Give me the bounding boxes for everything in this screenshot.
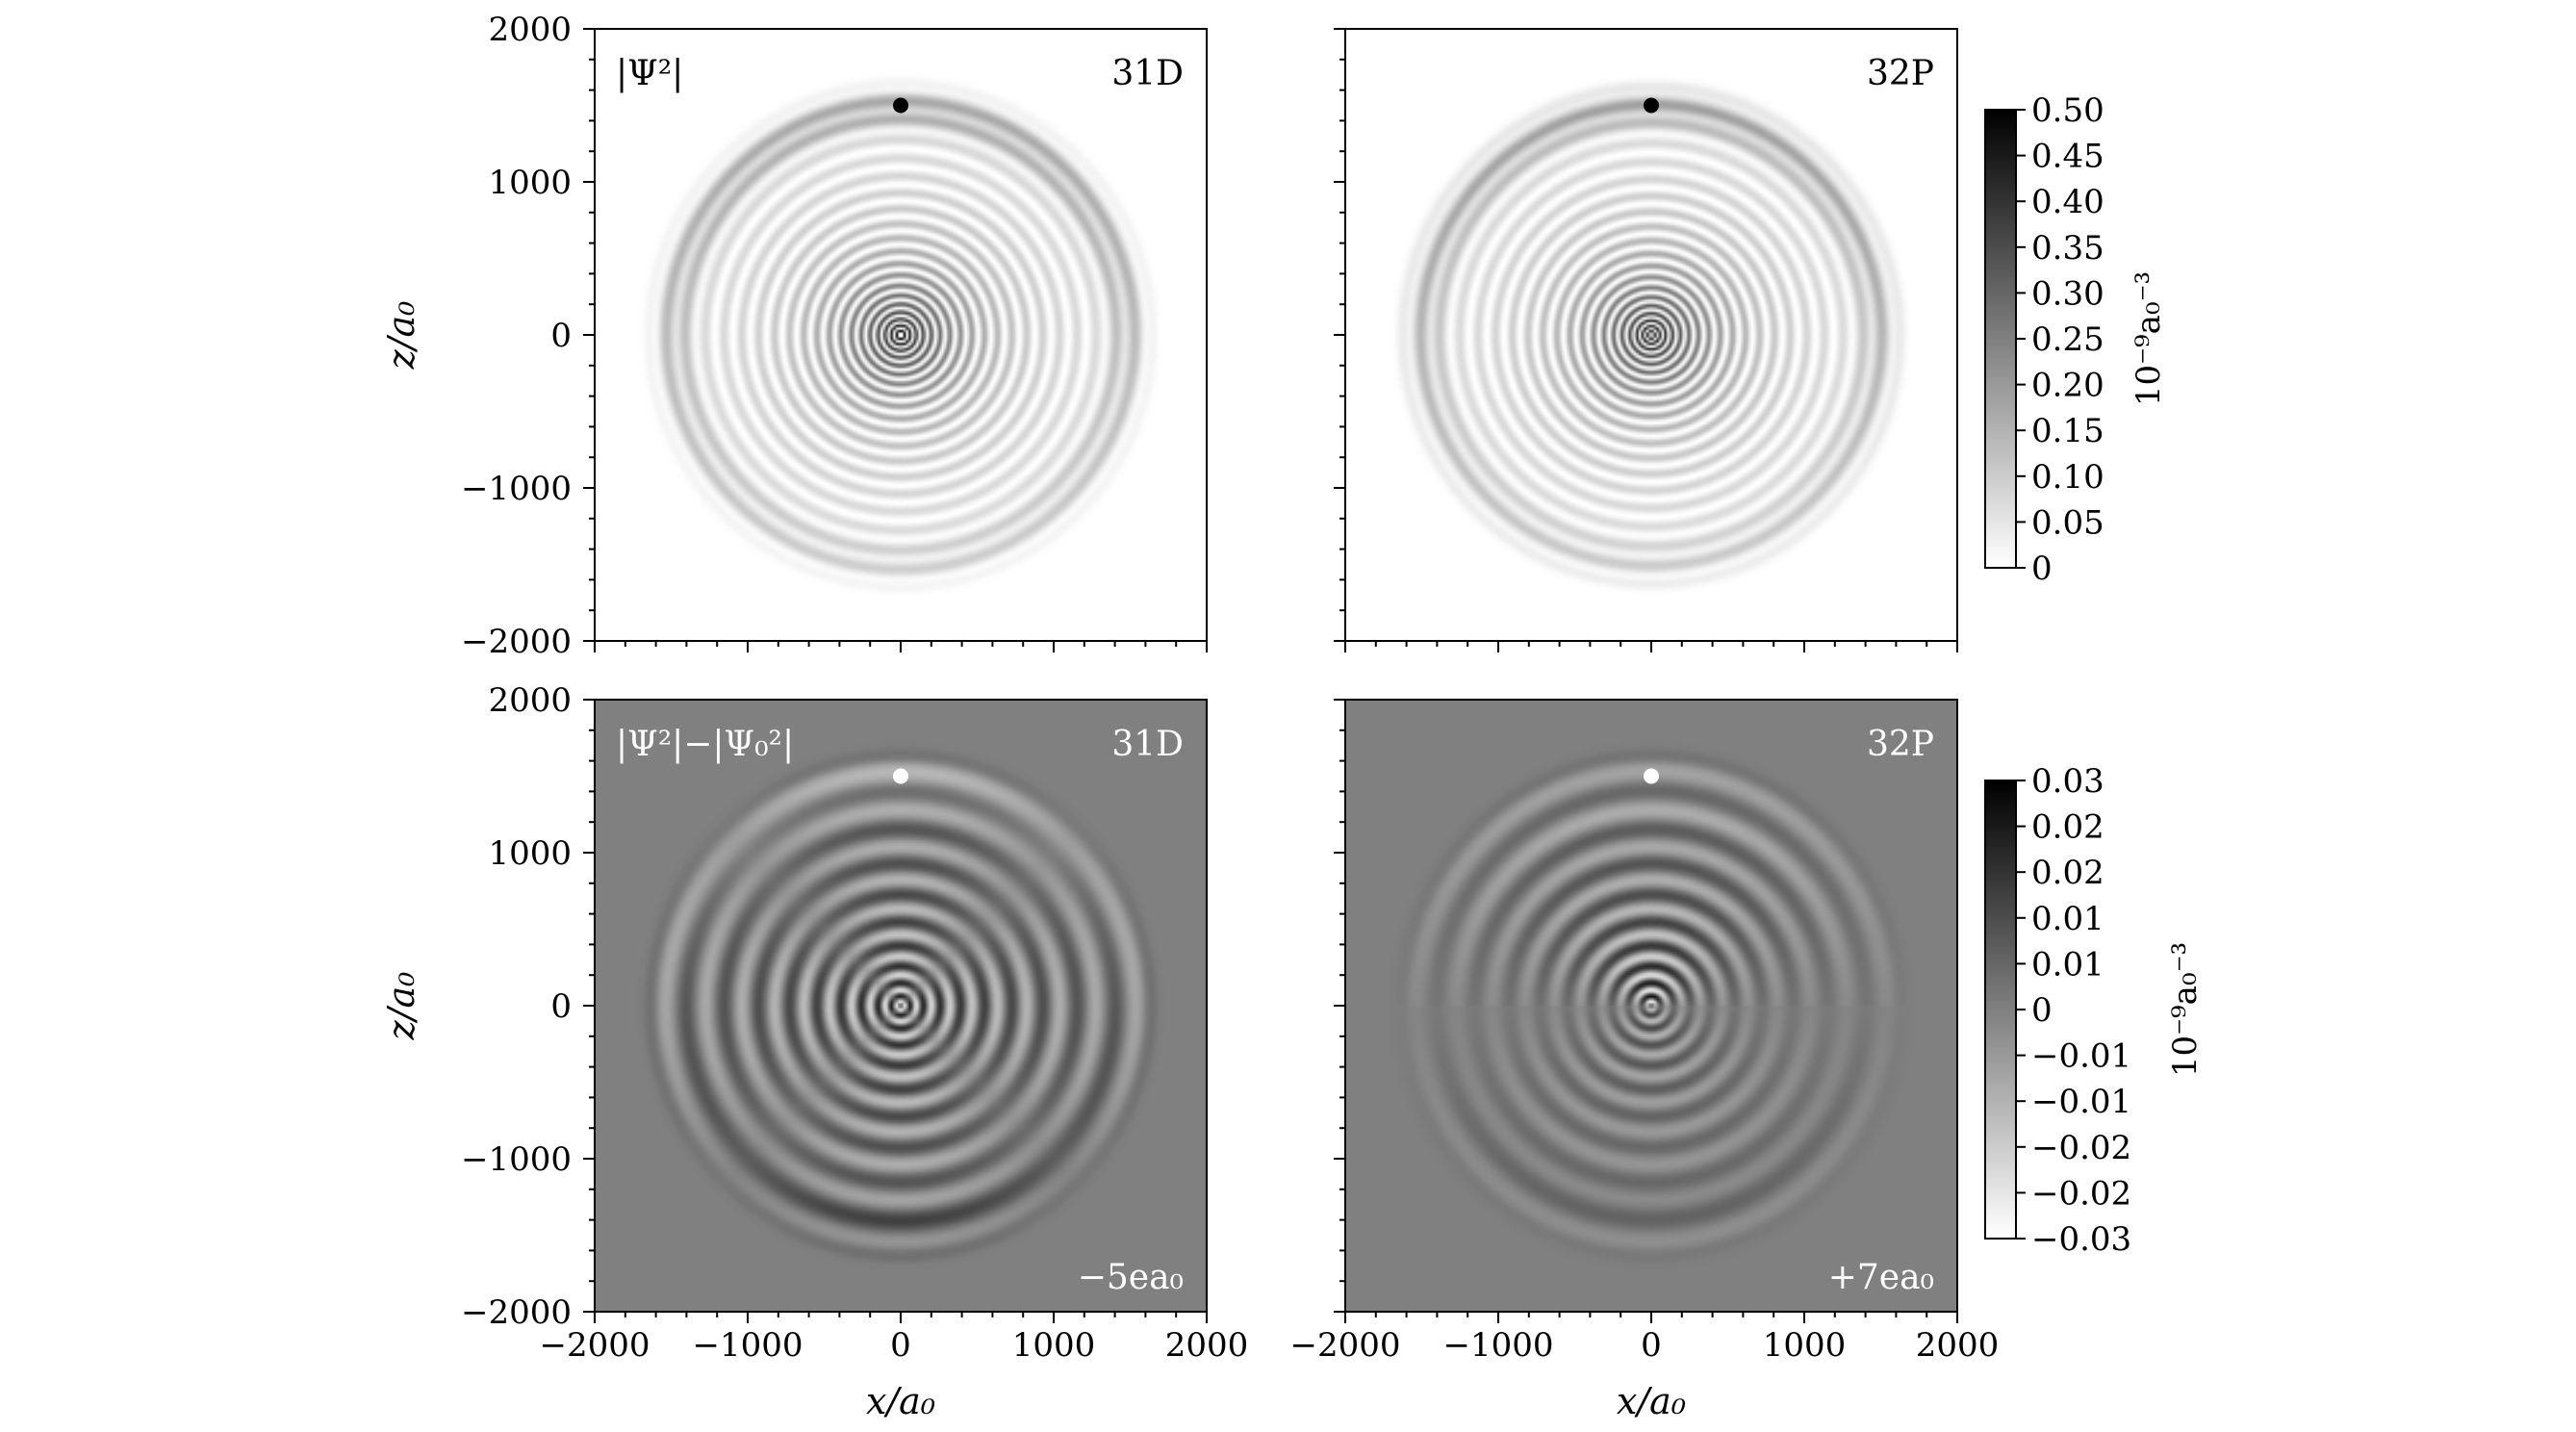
y-tick-label: 0 <box>550 987 572 1026</box>
colorbar-tick-label: 0.35 <box>2031 229 2104 268</box>
colorbar-tick-label: 0.02 <box>2031 808 2104 847</box>
y-tick-label: 1000 <box>488 164 572 202</box>
y-tick-label: −1000 <box>461 470 572 508</box>
y-tick-label: −2000 <box>461 623 572 661</box>
quantity-label: |Ψ²| <box>616 54 683 93</box>
y-tick-label: 2000 <box>488 11 572 49</box>
x-tick-label: 1000 <box>1012 1326 1096 1365</box>
marker-dot <box>1644 97 1659 114</box>
x-tick-label: 2000 <box>1916 1326 2000 1365</box>
panels: 2000 1000 0 −1000 −2000 z/a₀ |Ψ²| 31D 32P 2000 100… <box>380 11 1999 1422</box>
y-tick-label: 1000 <box>488 834 572 873</box>
y-tick-label: −1000 <box>461 1140 572 1179</box>
panel-top-right: 32P <box>1334 28 1958 652</box>
colorbar-bottom: 0.03 0.02 0.02 0.01 0.01 0 −0.01 −0.01 −0.02 −0.0… <box>1984 762 2205 1259</box>
y-tick-label: 0 <box>550 317 572 355</box>
colorbar-tick-label: 0.01 <box>2031 945 2104 984</box>
colorbar-label: 10⁻⁹a₀⁻³ <box>2130 271 2168 406</box>
colorbar-tick-label: 0.05 <box>2031 503 2104 542</box>
marker-dot <box>893 768 908 784</box>
field-label: −5ea₀ <box>1078 1258 1184 1297</box>
state-label: 31D <box>1111 725 1184 764</box>
colorbar-tick-label: 0.50 <box>2031 91 2104 130</box>
x-tick-label: 0 <box>890 1326 911 1365</box>
x-axis-label: x/a₀ <box>1617 1380 1686 1422</box>
y-axis-label: z/a₀ <box>380 301 422 371</box>
marker-dot <box>893 97 908 114</box>
quantity-label: |Ψ²|−|Ψ₀²| <box>616 725 794 764</box>
colorbar-top: 0.50 0.45 0.40 0.35 0.30 0.25 0.20 0.15 0.10 0.05… <box>1984 91 2168 588</box>
panel-top-left: 2000 1000 0 −1000 −2000 z/a₀ |Ψ²| 31D <box>380 11 1208 661</box>
state-label: 32P <box>1867 54 1934 93</box>
colorbar-tick-label: 0.25 <box>2031 320 2104 359</box>
colorbar-tick-label: −0.02 <box>2031 1129 2131 1167</box>
x-tick-label: −1000 <box>1442 1326 1553 1365</box>
colorbar-tick-label: 0 <box>2031 550 2053 588</box>
x-tick-label: 2000 <box>1165 1326 1249 1365</box>
colorbar-gradient <box>1984 780 2017 1240</box>
field-label: +7ea₀ <box>1828 1258 1934 1297</box>
colorbar-tick-label: −0.01 <box>2031 1037 2131 1076</box>
colorbar-tick-label: 0.15 <box>2031 412 2104 450</box>
y-tick-label: −2000 <box>461 1293 572 1332</box>
colorbar-label: 10⁻⁹a₀⁻³ <box>2166 942 2205 1077</box>
marker-dot <box>1644 768 1659 784</box>
colorbar-tick-label: 0.40 <box>2031 183 2104 221</box>
colorbar-tick-label: −0.02 <box>2031 1174 2131 1213</box>
state-label: 31D <box>1111 54 1184 93</box>
colorbar-tick-label: 0 <box>2031 991 2053 1030</box>
colorbar-tick-label: 0.01 <box>2031 900 2104 938</box>
colorbar-gradient <box>1984 109 2017 569</box>
colorbar-tick-label: 0.02 <box>2031 854 2104 892</box>
state-label: 32P <box>1867 725 1934 764</box>
y-axis-label: z/a₀ <box>380 972 422 1041</box>
x-tick-label: 1000 <box>1763 1326 1847 1365</box>
ticks <box>583 28 1208 652</box>
ticks <box>1334 699 1958 1323</box>
x-axis-label: x/a₀ <box>866 1380 935 1422</box>
panel-bottom-left: 2000 1000 0 −1000 −2000−2000 −1000 0 1000 2000 z/… <box>380 681 1248 1422</box>
x-tick-label: −2000 <box>539 1326 650 1365</box>
ticks <box>583 699 1208 1323</box>
heatmap-top-left <box>595 29 1207 641</box>
colorbar-tick-label: 0.30 <box>2031 274 2104 313</box>
colorbar-tick-label: 0.10 <box>2031 458 2104 497</box>
x-tick-label: 0 <box>1641 1326 1662 1365</box>
heatmap-bottom-left <box>595 700 1207 1312</box>
colorbar-tick-label: 0.03 <box>2031 762 2104 801</box>
y-tick-label: 2000 <box>488 681 572 720</box>
x-tick-label: −2000 <box>1289 1326 1400 1365</box>
colorbar-tick-label: 0.45 <box>2031 138 2104 176</box>
panel-bottom-right: −2000 −1000 0 1000 2000 x/a₀ 32P +7ea₀ <box>1289 699 2000 1422</box>
colorbar-tick-label: −0.03 <box>2031 1220 2131 1259</box>
heatmap-top-right <box>1345 29 1957 641</box>
x-tick-label: −1000 <box>692 1326 803 1365</box>
colorbar-tick-label: 0.20 <box>2031 367 2104 405</box>
ticks <box>1334 28 1958 652</box>
colorbar-tick-label: −0.01 <box>2031 1083 2131 1121</box>
heatmap-bottom-right <box>1345 700 1957 1312</box>
